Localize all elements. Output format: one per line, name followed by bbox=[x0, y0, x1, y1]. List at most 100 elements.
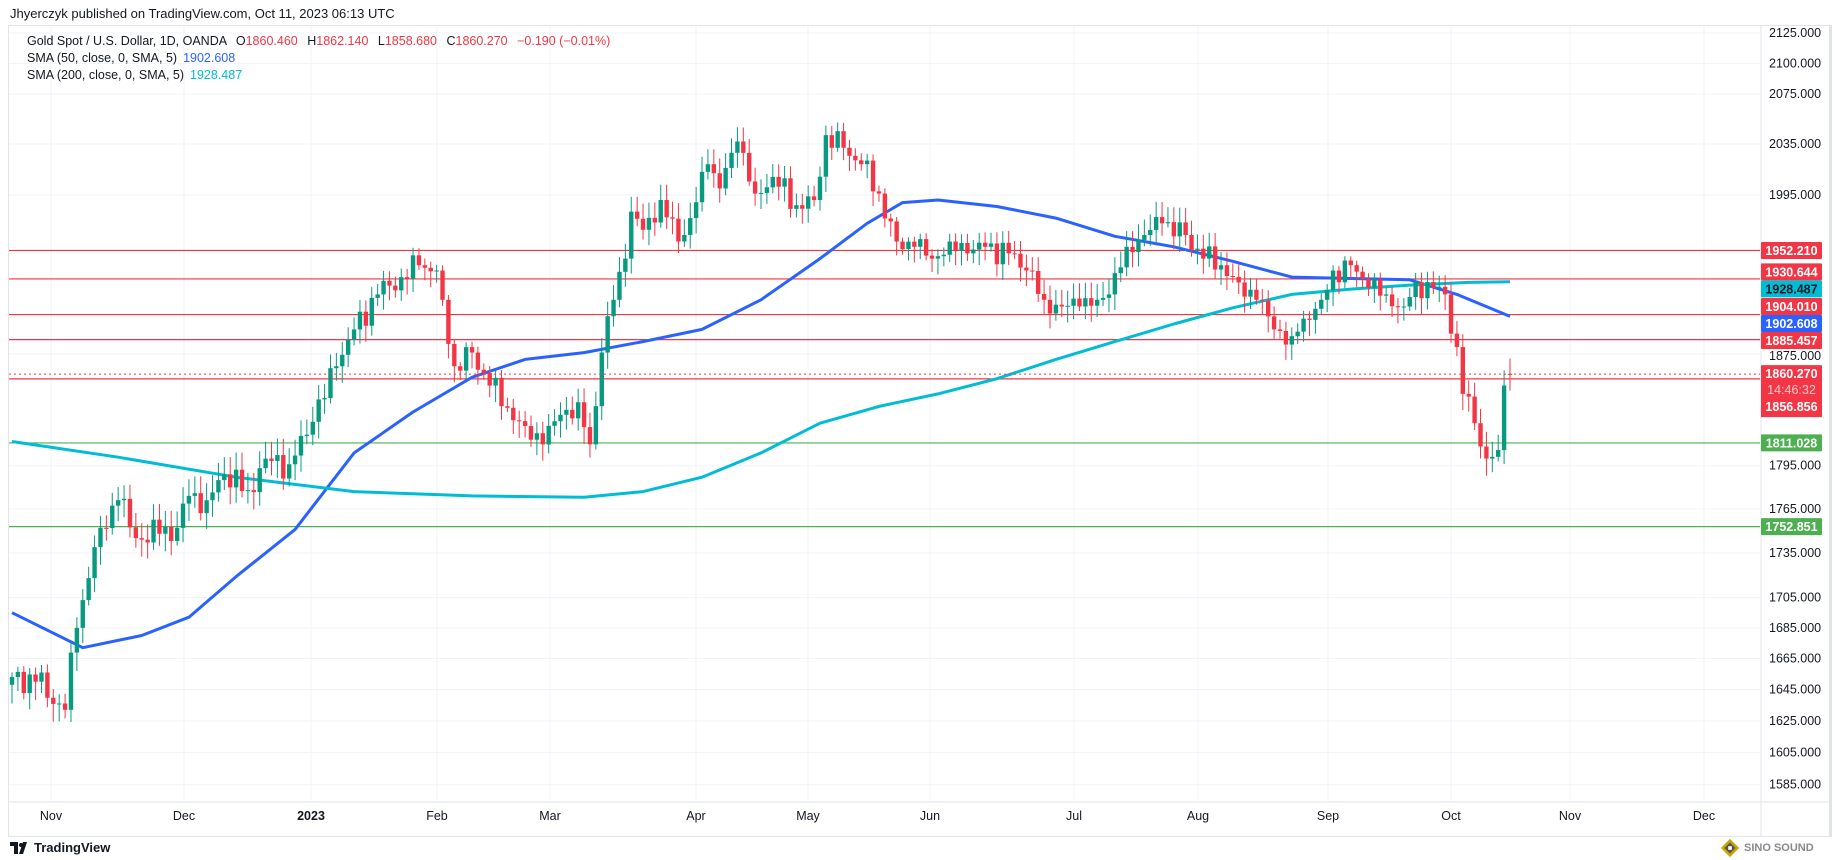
candle-up bbox=[599, 352, 604, 407]
candle-down bbox=[540, 433, 545, 445]
candle-down bbox=[752, 181, 758, 194]
candle-down bbox=[1236, 276, 1241, 283]
candle-up bbox=[1207, 246, 1212, 259]
candle-up bbox=[1083, 298, 1088, 307]
candle-up bbox=[629, 211, 634, 259]
candle-up bbox=[1490, 456, 1495, 459]
candle-up bbox=[723, 167, 728, 189]
candle-down bbox=[788, 178, 793, 209]
level-tag: 1885.457 bbox=[1765, 334, 1817, 348]
candle-up bbox=[988, 243, 994, 247]
candle-up bbox=[947, 241, 952, 255]
candle-down bbox=[1212, 246, 1218, 270]
candle-down bbox=[511, 407, 516, 421]
candle-down bbox=[1354, 265, 1359, 272]
candle-down bbox=[1130, 246, 1135, 253]
candle-up bbox=[110, 505, 115, 529]
chart-frame[interactable]: Nov Dec 2023 Feb Mar Apr May Jun Jul Aug Sep Oct Nov… bbox=[8, 25, 1832, 837]
candle-down bbox=[982, 242, 988, 247]
candle-down bbox=[1348, 260, 1353, 266]
countdown-tag: 14:46:32 bbox=[1767, 383, 1816, 397]
candle-down bbox=[1047, 299, 1053, 314]
candle-up bbox=[935, 256, 941, 259]
sma50-line[interactable] bbox=[11, 198, 1511, 650]
candle-down bbox=[269, 458, 274, 461]
x-tick-label: 2023 bbox=[297, 809, 325, 823]
level-tag: 1811.028 bbox=[1766, 436, 1817, 450]
candle-down bbox=[422, 265, 428, 268]
publisher-line: Jhyerczyk published on TradingView.com, … bbox=[10, 6, 395, 21]
low-value: 1858.680 bbox=[384, 34, 437, 48]
candle-up bbox=[817, 176, 823, 201]
candle-down bbox=[1478, 423, 1483, 447]
tradingview-logo[interactable]: TradingView bbox=[10, 840, 110, 855]
candle-down bbox=[811, 196, 817, 201]
candle-down bbox=[841, 131, 846, 148]
y-tick-label: 1795.000 bbox=[1769, 459, 1821, 473]
watermark: SINO SOUND bbox=[1720, 838, 1814, 858]
candle-down bbox=[404, 277, 410, 279]
candle-down bbox=[1024, 267, 1029, 271]
candle-down bbox=[923, 239, 929, 256]
candle-up bbox=[735, 141, 740, 153]
candle-up bbox=[688, 218, 693, 235]
sma50-legend[interactable]: SMA (50, close, 0, SMA, 5) 1902.608 bbox=[27, 51, 235, 65]
candle-down bbox=[847, 147, 852, 156]
level-tag-bg bbox=[1761, 332, 1822, 350]
candle-up bbox=[564, 409, 569, 415]
candle-down bbox=[1159, 217, 1165, 224]
candle-up bbox=[764, 187, 770, 193]
x-tick-label: Dec bbox=[173, 809, 195, 823]
price-chart[interactable]: Nov Dec 2023 Feb Mar Apr May Jun Jul Aug Sep Oct Nov… bbox=[9, 26, 1829, 836]
candle-down bbox=[127, 498, 133, 528]
candle-down bbox=[1448, 294, 1454, 334]
sma50-tag: 1902.608 bbox=[1765, 317, 1817, 331]
candle-down bbox=[1466, 393, 1471, 397]
candle-down bbox=[446, 299, 451, 344]
candle-up bbox=[782, 178, 787, 187]
candle-up bbox=[1342, 260, 1348, 283]
candle-up bbox=[369, 297, 374, 326]
candle-up bbox=[351, 329, 357, 340]
candle-down bbox=[870, 160, 876, 192]
candle-up bbox=[1301, 318, 1306, 332]
candle-up bbox=[163, 526, 168, 534]
candle-up bbox=[263, 458, 268, 469]
candle-down bbox=[1472, 396, 1477, 424]
symbol-name: Gold Spot / U.S. Dollar, 1D, OANDA bbox=[27, 34, 227, 48]
candle-up bbox=[322, 398, 327, 400]
symbol-legend[interactable]: Gold Spot / U.S. Dollar, 1D, OANDA O1860… bbox=[27, 34, 610, 48]
y-tick-label: 1875.000 bbox=[1769, 349, 1821, 363]
candle-up bbox=[345, 339, 351, 355]
candle-up bbox=[1195, 248, 1200, 250]
candle-up bbox=[1313, 308, 1318, 320]
level-tag: 1856.856 bbox=[1765, 400, 1817, 414]
level-tag-bg bbox=[1761, 298, 1822, 316]
candle-up bbox=[552, 421, 557, 426]
candle-up bbox=[1177, 222, 1182, 237]
candle-up bbox=[575, 402, 581, 419]
candle-up bbox=[298, 435, 304, 456]
y-tick-label: 2035.000 bbox=[1769, 137, 1821, 151]
candle-up bbox=[86, 578, 91, 601]
candle-down bbox=[169, 526, 174, 542]
tradingview-logo-icon bbox=[10, 841, 27, 854]
candle-up bbox=[1248, 289, 1253, 297]
sma200-legend[interactable]: SMA (200, close, 0, SMA, 5) 1928.487 bbox=[27, 68, 242, 82]
candle-up bbox=[216, 480, 221, 493]
candle-up bbox=[334, 366, 339, 369]
candle-up bbox=[121, 498, 127, 501]
sma200-line[interactable] bbox=[11, 280, 1511, 499]
candle-down bbox=[1277, 329, 1283, 332]
candle-down bbox=[581, 402, 587, 428]
candle-up bbox=[115, 500, 121, 506]
candle-up bbox=[1413, 282, 1418, 298]
candle-up bbox=[245, 490, 251, 492]
candle-up bbox=[1496, 450, 1501, 457]
level-tag: 1952.210 bbox=[1765, 244, 1817, 258]
y-tick-label: 1735.000 bbox=[1769, 546, 1821, 560]
change-value: −0.190 (−0.01%) bbox=[517, 34, 611, 48]
x-tick-label: Feb bbox=[426, 809, 448, 823]
candle-up bbox=[1383, 294, 1389, 296]
candle-down bbox=[664, 200, 669, 218]
